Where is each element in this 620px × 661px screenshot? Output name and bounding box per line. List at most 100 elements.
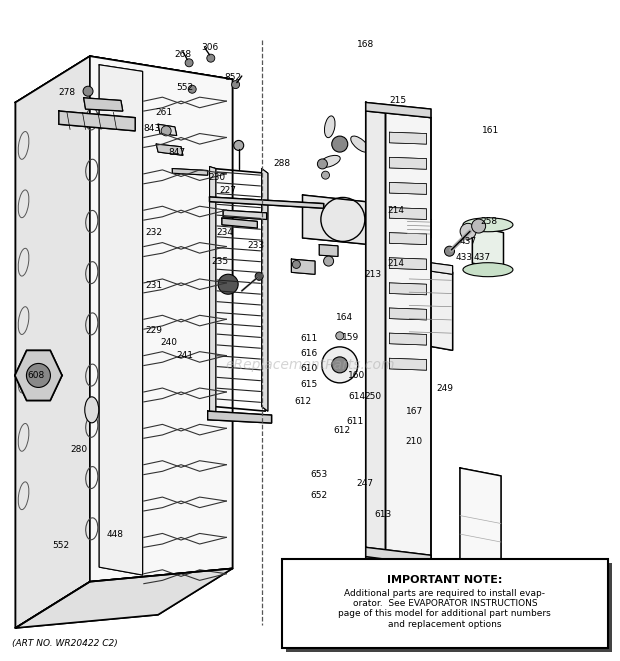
Circle shape [234,140,244,151]
Text: 232: 232 [145,228,162,237]
Circle shape [472,219,485,233]
Polygon shape [379,567,419,580]
Polygon shape [389,182,427,194]
Polygon shape [389,358,427,370]
Text: 611: 611 [346,417,363,426]
Polygon shape [158,124,177,136]
Polygon shape [389,283,427,295]
Ellipse shape [319,155,340,167]
Text: 167: 167 [405,407,423,416]
Text: 231: 231 [145,281,162,290]
Circle shape [27,364,50,387]
Polygon shape [406,218,431,238]
Circle shape [185,59,193,67]
Circle shape [218,274,238,294]
Text: 610: 610 [300,364,317,373]
Polygon shape [389,258,427,270]
Polygon shape [59,111,135,131]
Text: 608: 608 [27,371,45,380]
Text: 214: 214 [387,206,404,215]
Polygon shape [16,56,90,628]
Ellipse shape [463,262,513,277]
Polygon shape [366,547,431,565]
Text: 258: 258 [480,217,497,226]
Polygon shape [366,102,431,118]
Text: 234: 234 [216,228,233,237]
Circle shape [322,347,358,383]
Polygon shape [90,56,232,582]
Polygon shape [222,218,257,228]
Polygon shape [389,132,427,144]
Text: 852: 852 [224,73,241,83]
Polygon shape [472,226,503,270]
Text: 437: 437 [459,237,477,246]
Polygon shape [389,233,427,245]
Text: 247: 247 [356,479,373,488]
Text: IMPORTANT NOTE:: IMPORTANT NOTE: [387,574,503,584]
Polygon shape [223,210,267,219]
Text: 160: 160 [348,371,365,380]
Text: 213: 213 [365,270,382,279]
Text: 615: 615 [300,380,317,389]
Text: 168: 168 [357,40,374,50]
Text: 612: 612 [334,426,351,436]
Text: 233: 233 [247,241,264,251]
Ellipse shape [463,217,513,232]
Polygon shape [350,595,441,609]
Text: 268: 268 [174,50,192,59]
Circle shape [322,171,329,179]
Text: 278: 278 [58,88,76,97]
Circle shape [332,357,348,373]
Text: 214: 214 [387,258,404,268]
Text: 235: 235 [211,256,229,266]
Text: 652: 652 [311,491,328,500]
Text: 552: 552 [176,83,193,92]
Text: Additional parts are required to install evap-
orator.  See EVAPORATOR INSTRUCTI: Additional parts are required to install… [339,588,551,629]
Polygon shape [389,208,427,219]
Text: 306: 306 [201,43,218,52]
Text: 437: 437 [474,253,491,262]
Circle shape [460,223,476,239]
Text: 161: 161 [482,126,500,136]
Text: 613: 613 [374,510,392,519]
Polygon shape [319,245,338,256]
Polygon shape [394,258,453,274]
Polygon shape [389,157,427,169]
Ellipse shape [324,116,335,137]
Polygon shape [366,102,386,567]
Circle shape [207,54,215,62]
Text: eReplacementParts.com: eReplacementParts.com [225,358,395,372]
Polygon shape [386,109,431,565]
Polygon shape [406,245,427,261]
Polygon shape [210,197,324,208]
Text: 280: 280 [71,445,88,454]
Circle shape [188,85,196,93]
Circle shape [336,332,343,340]
Bar [282,559,608,648]
Text: 215: 215 [389,96,407,105]
Text: 611: 611 [300,334,317,343]
Polygon shape [156,144,183,155]
Polygon shape [291,259,315,274]
Polygon shape [84,98,123,111]
Text: 230: 230 [208,173,226,182]
Circle shape [445,246,454,256]
Text: 612: 612 [294,397,311,407]
Text: 229: 229 [145,326,162,335]
Polygon shape [262,169,268,411]
Text: 616: 616 [300,349,317,358]
Polygon shape [366,547,417,567]
Ellipse shape [85,397,99,423]
Circle shape [293,260,300,268]
Text: 843: 843 [143,124,161,134]
Circle shape [324,256,334,266]
Polygon shape [15,350,62,401]
Polygon shape [210,167,216,415]
Polygon shape [389,308,427,320]
Polygon shape [172,169,208,175]
Text: 261: 261 [156,108,173,117]
Text: 240: 240 [160,338,177,347]
Circle shape [255,272,263,280]
Circle shape [83,86,93,97]
Polygon shape [460,468,501,568]
